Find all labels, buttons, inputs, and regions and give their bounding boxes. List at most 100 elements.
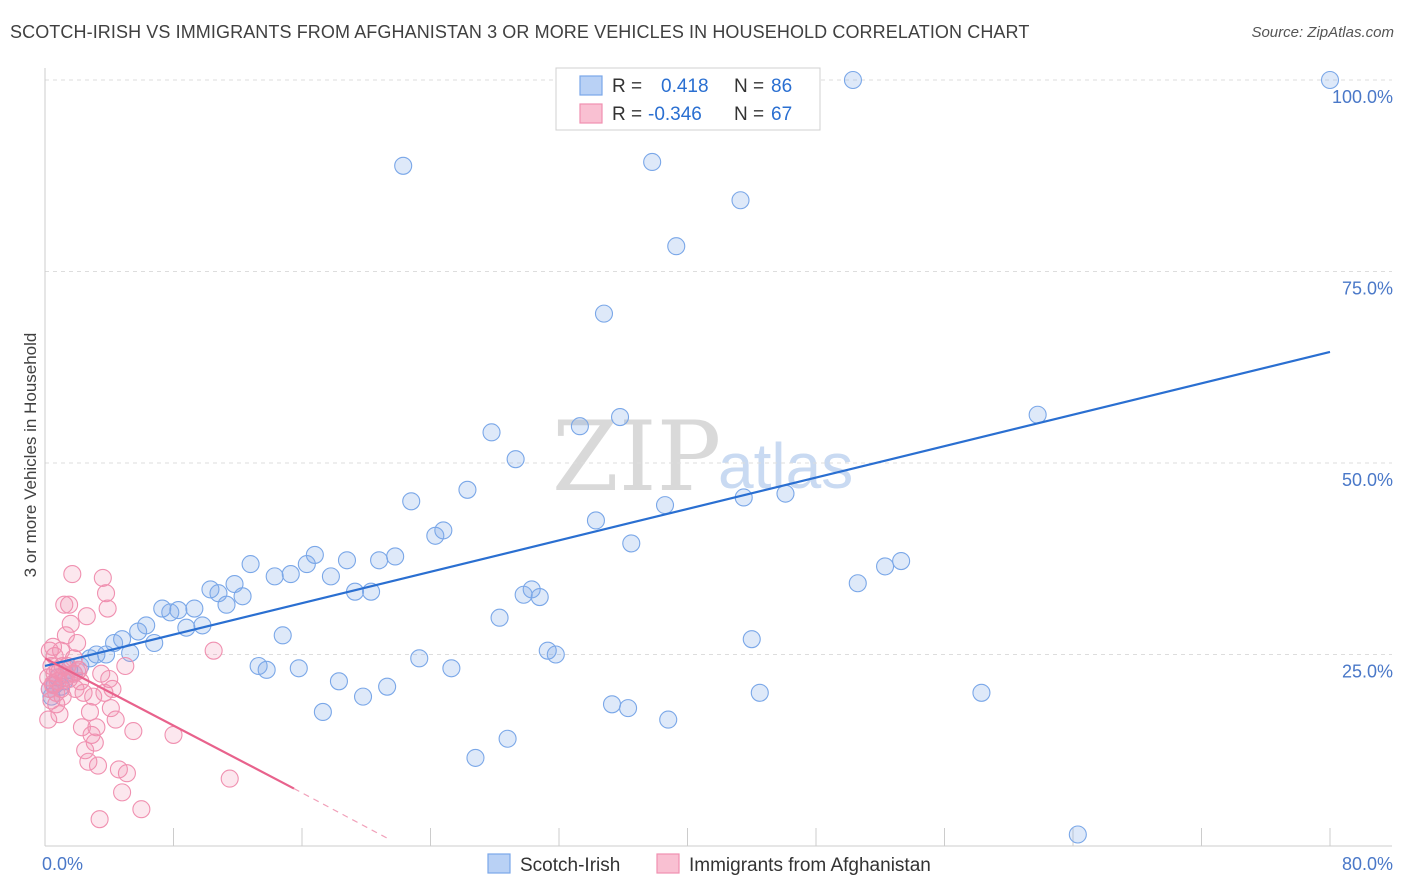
scotch-irish-point-80 xyxy=(750,683,769,702)
scotch-irish-point-65 xyxy=(570,417,589,436)
legend-swatch-afghanistan xyxy=(579,103,603,124)
afghanistan-point-26 xyxy=(61,614,80,633)
afghanistan-point-52 xyxy=(101,699,120,718)
afghanistan-point-42 xyxy=(85,733,104,752)
afghanistan-point-39 xyxy=(80,702,100,722)
scotch-irish-point-56 xyxy=(482,423,501,442)
legend-n-label-2: N = xyxy=(734,104,764,125)
x-tick-label-min: 0.0% xyxy=(42,854,83,874)
legend-n-label-1: N = xyxy=(734,76,764,97)
scotch-irish-point-20 xyxy=(169,601,188,620)
y-tick-label-3: 100.0% xyxy=(1332,87,1393,107)
afghanistan-trend-line xyxy=(44,657,295,790)
scotch-irish-point-41 xyxy=(337,551,357,570)
scotch-irish-point-71 xyxy=(622,534,641,553)
legend-r-label-1: R = xyxy=(612,76,642,97)
scotch-irish-point-47 xyxy=(386,547,405,566)
y-tick-labels: 25.0% 50.0% 75.0% 100.0% xyxy=(1332,87,1393,682)
scotch-irish-point-85 xyxy=(892,551,911,571)
afghanistan-point-50 xyxy=(98,599,117,618)
scotch-irish-point-59 xyxy=(506,450,525,469)
legend-r-label-2: R = xyxy=(612,104,642,125)
afghanistan-point-38 xyxy=(79,752,98,771)
scotch-irish-point-69 xyxy=(610,407,630,427)
scotch-irish-point-89 xyxy=(1320,70,1340,90)
afghanistan-point-63 xyxy=(220,769,239,788)
scotch-irish-point-66 xyxy=(586,511,605,530)
scotch-irish-point-39 xyxy=(321,567,340,586)
y-axis-label: 3 or more Vehicles in Household xyxy=(21,333,40,578)
scotch-irish-point-74 xyxy=(655,496,675,515)
scotch-irish-point-79 xyxy=(742,630,761,649)
scotch-irish-point-31 xyxy=(257,660,276,679)
bottom-legend-swatch-scotch-irish xyxy=(487,853,511,874)
scotch-irish-point-38 xyxy=(313,702,332,722)
scotch-irish-point-81 xyxy=(776,484,795,503)
bottom-legend-label-afghanistan: Immigrants from Afghanistan xyxy=(689,855,931,876)
watermark: ZIP atlas xyxy=(552,401,853,513)
afghanistan-point-51 xyxy=(100,669,119,689)
legend-n-value-2: 67 xyxy=(771,104,792,125)
scotch-irish-point-50 xyxy=(410,649,429,668)
afghanistan-point-56 xyxy=(113,783,132,802)
scotch-irish-point-46 xyxy=(378,677,397,696)
scotch-irish-point-82 xyxy=(843,70,862,90)
afghanistan-point-62 xyxy=(204,641,223,660)
scotch-irish-point-67 xyxy=(594,304,614,323)
y-tick-label-0: 25.0% xyxy=(1342,662,1393,682)
afghanistan-point-37 xyxy=(77,607,96,626)
afghanistan-point-57 xyxy=(116,656,135,676)
legend-swatch-scotch-irish xyxy=(579,75,603,96)
afghanistan-point-31 xyxy=(68,633,87,653)
stats-legend: R = 0.418 N = 86 R = -0.346 N = 67 xyxy=(555,67,821,131)
afghanistan-point-41 xyxy=(84,687,103,706)
scotch-irish-point-88 xyxy=(1068,825,1087,844)
scotch-irish-point-62 xyxy=(530,587,549,607)
axes xyxy=(44,68,1392,847)
scotch-irish-point-37 xyxy=(305,545,324,564)
afghanistan-point-20 xyxy=(55,595,74,614)
scotch-irish-point-16 xyxy=(137,616,156,635)
scotch-irish-point-29 xyxy=(241,555,260,574)
afghanistan-point-34 xyxy=(72,718,91,737)
scotch-irish-point-70 xyxy=(619,699,638,718)
scotch-irish-point-34 xyxy=(281,565,300,584)
scotch-irish-point-57 xyxy=(490,608,509,627)
legend-r-value-2: -0.346 xyxy=(648,104,702,125)
legend-r-value-1: 0.418 xyxy=(661,76,709,97)
afghanistan-point-59 xyxy=(124,722,143,741)
afghanistan-point-60 xyxy=(132,800,151,819)
x-tick-labels: 0.0% 80.0% xyxy=(42,854,1393,874)
series-afghanistan-points xyxy=(39,565,239,829)
afghanistan-point-36 xyxy=(76,741,95,760)
bottom-legend-label-scotch-irish: Scotch-Irish xyxy=(520,855,620,876)
afghanistan-point-44 xyxy=(88,756,108,775)
scotch-irish-point-45 xyxy=(370,551,389,570)
scotch-irish-point-26 xyxy=(217,595,236,614)
scotch-irish-point-53 xyxy=(442,659,461,678)
afghanistan-point-54 xyxy=(106,710,125,729)
scotch-irish-point-64 xyxy=(546,645,565,664)
scotch-irish-point-58 xyxy=(498,729,517,748)
scotch-irish-point-35 xyxy=(289,659,308,678)
x-tick-label-max: 80.0% xyxy=(1342,854,1393,874)
scotch-irish-point-22 xyxy=(185,599,204,618)
legend-n-value-1: 86 xyxy=(771,76,792,97)
bottom-legend-swatch-afghanistan xyxy=(656,853,680,874)
scotch-irish-point-52 xyxy=(434,521,453,540)
scotch-irish-point-28 xyxy=(233,587,252,606)
afghanistan-point-1 xyxy=(39,710,58,729)
watermark-zip: ZIP xyxy=(552,401,721,513)
y-tick-label-2: 75.0% xyxy=(1342,279,1393,299)
series-legend: Scotch-Irish Immigrants from Afghanistan xyxy=(487,853,931,876)
afghanistan-point-53 xyxy=(103,679,122,699)
scotch-irish-point-76 xyxy=(667,237,686,256)
afghanistan-point-27 xyxy=(63,565,82,584)
scotch-irish-point-77 xyxy=(731,191,750,210)
afghanistan-point-49 xyxy=(96,584,116,603)
afghanistan-point-58 xyxy=(117,764,136,783)
afghanistan-point-14 xyxy=(50,705,69,724)
scotch-irish-point-73 xyxy=(643,152,662,172)
afghanistan-trend-extension xyxy=(293,788,391,841)
